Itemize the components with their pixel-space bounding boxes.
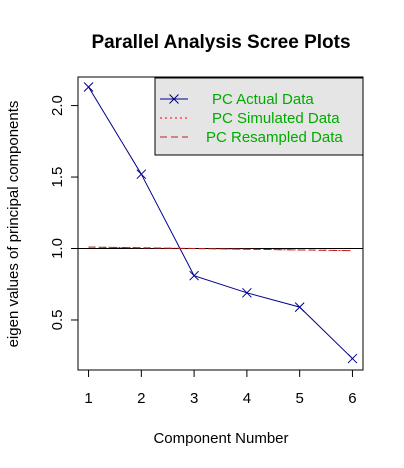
data-point-marker (136, 169, 147, 180)
x-tick-label: 6 (348, 390, 356, 407)
data-point-marker (83, 82, 94, 92)
data-point-marker-stroke-b (189, 270, 199, 281)
legend-box (154, 77, 364, 156)
plot-area: 1 2 3 4 5 6 0.5 1.0 1.5 2.0 (49, 76, 364, 407)
y-axis-label: eigen values of principal components (5, 101, 22, 348)
data-point-marker-stroke-b (83, 82, 94, 92)
chart-title: Parallel Analysis Scree Plots (91, 32, 350, 53)
data-point-marker-stroke-b (136, 169, 147, 180)
plot-frame (77, 76, 364, 371)
y-tick-label: 0.5 (49, 310, 66, 331)
legend-label-3: PC Resampled Data (206, 129, 343, 146)
x-tick-label: 5 (295, 390, 303, 407)
legend: PC Actual Data PC Simulated Data PC Resamp… (154, 77, 364, 156)
data-point-marker (347, 353, 358, 364)
series-line-2 (88, 246, 353, 252)
x-axis-label: Component Number (153, 430, 288, 447)
y-tick-label: 1.0 (49, 238, 66, 259)
data-point-marker-stroke-b (294, 302, 305, 312)
data-point-marker (294, 302, 305, 312)
x-tick-label: 4 (243, 390, 251, 407)
x-tick-label: 1 (84, 390, 92, 407)
legend-marker (169, 94, 179, 104)
data-point-marker-stroke-b (242, 287, 252, 298)
legend-label-2: PC Simulated Data (212, 110, 340, 127)
x-tick-label: 2 (137, 390, 145, 407)
x-tick-label: 3 (190, 390, 198, 407)
y-tick-label: 1.5 (49, 167, 66, 188)
data-point-marker (242, 287, 252, 298)
y-tick-label: 2.0 (49, 95, 66, 116)
data-point-marker-stroke-b (347, 353, 358, 364)
legend-label-1: PC Actual Data (212, 91, 314, 108)
data-point-marker (189, 270, 199, 281)
series-line-1 (88, 86, 353, 359)
legend-marker-stroke-b (169, 94, 179, 104)
